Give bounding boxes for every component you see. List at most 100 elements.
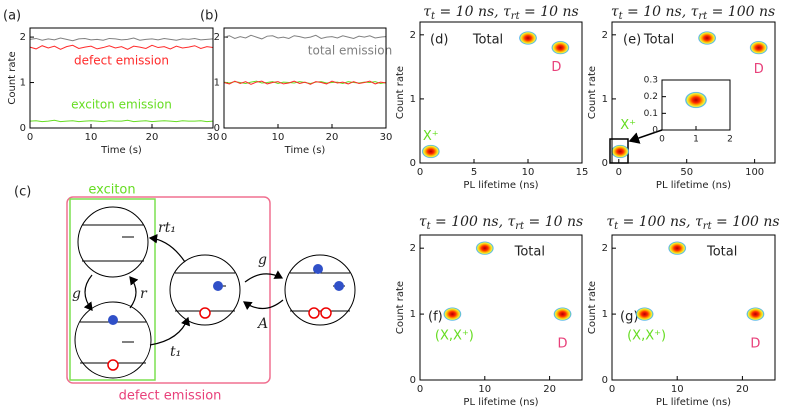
diagram: (c) exciton defect emission rt₁ g r t₁	[14, 183, 356, 404]
title-part: = 10 ns,	[435, 4, 503, 20]
title-part: rt	[511, 11, 521, 22]
cluster-label: Total	[643, 33, 674, 48]
panel-label: (d)	[430, 33, 448, 48]
y-axis-label: Count rate	[7, 51, 18, 104]
panel-label: (g)	[620, 310, 638, 325]
cluster-label: D	[558, 337, 568, 352]
title-part: t	[431, 11, 436, 22]
x-axis-label: PL lifetime (ns)	[463, 180, 538, 191]
title-part: = 100 ns,	[431, 214, 508, 230]
x-tick-label: 20	[326, 132, 339, 143]
title-part: rt	[698, 11, 708, 22]
exciton-label: exciton	[88, 183, 135, 198]
y-axis-label: Count rate	[587, 281, 598, 334]
x-tick-label: 100	[745, 167, 764, 178]
y-tick-label: 1	[602, 94, 608, 105]
y-tick-label: 1	[410, 94, 416, 105]
plot-frame	[419, 21, 583, 164]
y-tick-label: 0	[410, 375, 416, 386]
plot-frame	[611, 234, 776, 381]
cluster	[698, 31, 717, 45]
x-tick-label: 10	[478, 384, 491, 395]
panel-title: τt = 10 ns, τrt = 100 ns	[611, 4, 775, 22]
x-tick-label: 0	[659, 135, 665, 145]
panel-label: (e)	[623, 33, 641, 48]
y-tick-label: 0.3	[644, 76, 658, 86]
panel-label: (f)	[428, 310, 443, 325]
title-part: τ	[419, 214, 427, 230]
cluster	[519, 31, 537, 45]
y-tick-label: 0.1	[644, 109, 658, 119]
panel-title: τt = 10 ns, τrt = 10 ns	[423, 4, 578, 22]
states	[74, 206, 356, 379]
panel-label: (a)	[3, 9, 21, 24]
y-tick-label: 1	[410, 309, 416, 320]
y-tick-label: 2	[602, 30, 608, 41]
x-tick-label: 10	[522, 167, 535, 178]
panel-title: τt = 100 ns, τrt = 10 ns	[419, 214, 583, 232]
trace	[223, 80, 387, 85]
carriers	[107, 264, 344, 371]
plot-frame	[661, 79, 731, 131]
x-tick-label: 0	[417, 167, 423, 178]
trace	[29, 44, 214, 50]
defect-label: defect emission	[119, 389, 222, 404]
x-axis-label: Time (s)	[100, 145, 142, 156]
cluster-label: Total	[472, 33, 503, 48]
x-tick-label: 20	[146, 132, 159, 143]
plot-frame	[223, 27, 387, 129]
x-tick-label: 0	[417, 384, 423, 395]
x-tick-label: 15	[576, 167, 589, 178]
y-tick-label: 2	[410, 243, 416, 254]
series-label: defect emission	[74, 54, 169, 68]
plot-frame	[29, 27, 214, 129]
y-tick-label: 0.2	[644, 92, 658, 102]
y-tick-label: 2	[410, 30, 416, 41]
y-tick-label: 0	[20, 123, 26, 134]
y-tick-label: 0	[410, 158, 416, 169]
y-tick-label: 2	[214, 32, 220, 43]
x-tick-label: 30	[207, 132, 220, 143]
cluster	[553, 307, 572, 321]
title-part: t	[427, 221, 432, 232]
x-axis-label: PL lifetime (ns)	[656, 397, 731, 408]
cluster-label: D	[750, 337, 760, 352]
cluster-label: Total	[706, 245, 737, 260]
panel-label: (b)	[200, 9, 218, 24]
title-part: t	[619, 11, 624, 22]
x-tick-label: 1	[693, 135, 699, 145]
cluster	[749, 40, 768, 55]
title-part: = 10 ns	[524, 214, 583, 230]
rate-label: r	[140, 286, 148, 302]
trace	[29, 37, 214, 42]
panel-title: τt = 100 ns, τrt = 100 ns	[606, 214, 779, 232]
y-axis-label: Count rate	[587, 66, 598, 119]
title-part: = 100 ns	[707, 4, 775, 20]
exciton-box	[69, 198, 156, 381]
y-tick-label: 0	[602, 158, 608, 169]
x-tick-label: 0	[221, 132, 227, 143]
cluster	[551, 40, 570, 55]
y-tick-label: 2	[602, 243, 608, 254]
cluster	[475, 241, 494, 255]
y-tick-label: 0	[652, 126, 658, 136]
plot-frame	[611, 21, 776, 164]
y-axis-label: Count rate	[395, 281, 406, 334]
y-tick-label: 0	[214, 123, 220, 134]
title-part: τ	[508, 214, 516, 230]
title-part: = 100 ns	[712, 214, 780, 230]
zoom-arrow	[628, 129, 663, 144]
title-part: τ	[503, 4, 511, 20]
x-tick-label: 0	[616, 167, 622, 178]
rate-label: rt₁	[158, 220, 176, 236]
title-part: = 10 ns,	[623, 4, 691, 20]
cluster-label: X⁺	[423, 129, 439, 144]
panel-label: (c)	[14, 185, 31, 200]
x-tick-label: 20	[736, 384, 749, 395]
cluster	[668, 241, 687, 255]
x-tick-label: 10	[85, 132, 98, 143]
x-tick-label: 5	[471, 167, 477, 178]
rate-label: g	[258, 252, 267, 268]
x-tick-label: 30	[380, 132, 393, 143]
